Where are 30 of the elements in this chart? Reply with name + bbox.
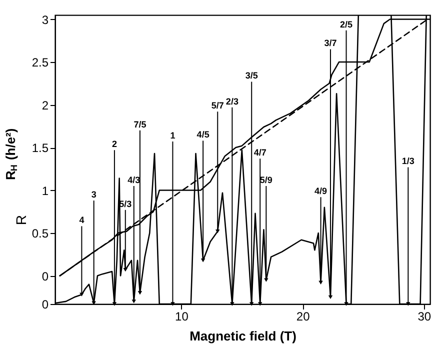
- annotation: 4/5: [196, 130, 210, 140]
- y-tick-label: 3: [42, 12, 49, 27]
- y-tick-label: 1.5: [32, 141, 49, 156]
- annotation: 2/5: [340, 19, 353, 30]
- x-tick-label: 10: [175, 310, 189, 324]
- annotation: 1/3: [402, 156, 414, 166]
- annotation: 5/7: [211, 100, 224, 111]
- y-tick-label: 0.5: [32, 226, 49, 241]
- x-tick-label: 20: [296, 310, 310, 324]
- y-tick-label: 0: [42, 298, 49, 312]
- annotation: 4/7: [254, 148, 266, 158]
- annotation: 4/9: [314, 186, 328, 196]
- y-axis-title: RH (h/e²): [3, 128, 19, 180]
- annotation: 7/5: [134, 119, 146, 130]
- x-tick-label: 30: [418, 310, 432, 324]
- annotation: 1: [170, 130, 176, 141]
- annotation: 4/3: [128, 175, 140, 186]
- text: R: [13, 214, 29, 226]
- annotation: 4: [79, 215, 84, 226]
- y-tick-label: 2.5: [32, 56, 49, 70]
- y-tick-label: 1: [42, 184, 49, 198]
- y-tick-label: 0: [42, 269, 49, 284]
- y-tick-label: 2: [42, 98, 49, 112]
- annotation: 3/5: [245, 70, 258, 81]
- annotation: 2: [112, 139, 117, 150]
- annotation: 5/9: [260, 175, 272, 186]
- x-axis-title: Magnetic field (T): [190, 328, 296, 344]
- annotation: 3/7: [324, 38, 337, 48]
- annotation: 3: [91, 190, 96, 200]
- annotation: 2/3: [226, 96, 238, 106]
